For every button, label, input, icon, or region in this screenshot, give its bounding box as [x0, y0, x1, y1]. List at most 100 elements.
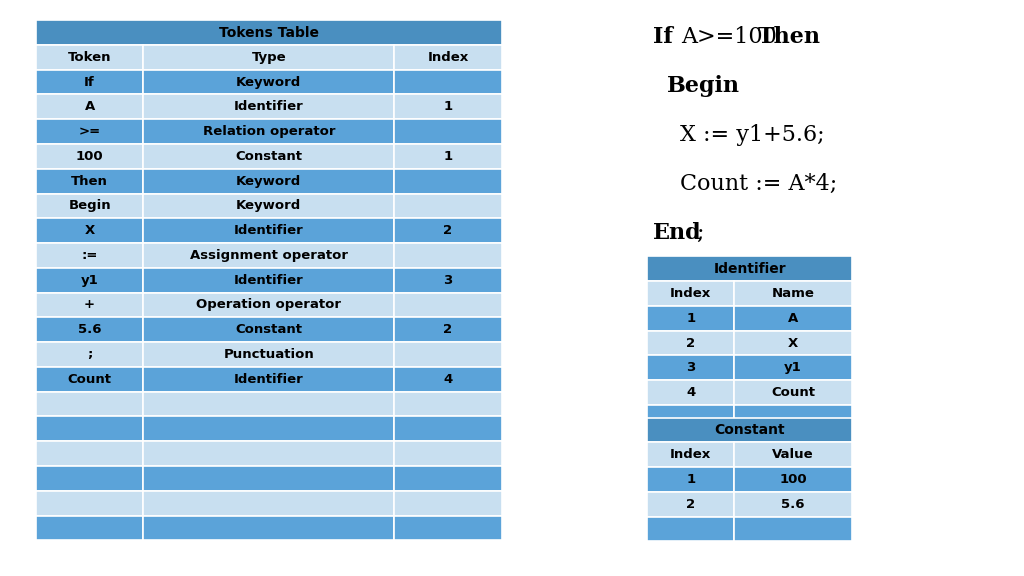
- Text: Identifier: Identifier: [233, 274, 304, 287]
- Text: ;: ;: [87, 348, 92, 361]
- Text: 100: 100: [76, 150, 103, 163]
- Bar: [36, 194, 143, 218]
- Bar: [647, 442, 734, 467]
- Text: 2: 2: [686, 336, 695, 350]
- Text: A: A: [84, 100, 95, 113]
- Text: 4: 4: [686, 386, 695, 399]
- Text: Token: Token: [68, 51, 112, 64]
- Bar: [647, 331, 734, 355]
- Text: 3: 3: [443, 274, 453, 287]
- Bar: [36, 169, 143, 194]
- Bar: [143, 317, 394, 342]
- Bar: [647, 467, 734, 492]
- Text: Constant: Constant: [236, 150, 302, 163]
- Text: Keyword: Keyword: [237, 75, 301, 89]
- Text: >=: >=: [79, 125, 100, 138]
- Bar: [36, 367, 143, 392]
- Bar: [394, 218, 502, 243]
- Bar: [734, 467, 852, 492]
- Text: Count: Count: [68, 373, 112, 386]
- Text: Identifier: Identifier: [233, 373, 304, 386]
- Bar: [734, 355, 852, 380]
- Bar: [394, 243, 502, 268]
- Bar: [36, 516, 143, 540]
- Bar: [734, 517, 852, 541]
- Bar: [36, 416, 143, 441]
- Bar: [143, 268, 394, 293]
- Text: Assignment operator: Assignment operator: [189, 249, 348, 262]
- Bar: [36, 342, 143, 367]
- Bar: [394, 119, 502, 144]
- Text: 100: 100: [779, 473, 807, 486]
- Bar: [734, 380, 852, 405]
- Bar: [36, 94, 143, 119]
- Bar: [394, 342, 502, 367]
- Bar: [36, 491, 143, 516]
- Bar: [734, 331, 852, 355]
- Bar: [36, 268, 143, 293]
- Text: Type: Type: [252, 51, 286, 64]
- Bar: [394, 317, 502, 342]
- Text: X := y1+5.6;: X := y1+5.6;: [680, 124, 824, 146]
- Text: y1: y1: [784, 361, 802, 374]
- Bar: [734, 306, 852, 331]
- Text: 1: 1: [686, 312, 695, 325]
- Bar: [647, 355, 734, 380]
- Text: A: A: [787, 312, 799, 325]
- Text: Operation operator: Operation operator: [197, 298, 341, 312]
- Text: Identifier: Identifier: [714, 262, 785, 276]
- Bar: [36, 317, 143, 342]
- Bar: [647, 492, 734, 517]
- Text: 4: 4: [443, 373, 453, 386]
- Text: Identifier: Identifier: [233, 100, 304, 113]
- Bar: [734, 442, 852, 467]
- Bar: [143, 342, 394, 367]
- Text: Then: Then: [71, 175, 109, 188]
- Text: Punctuation: Punctuation: [223, 348, 314, 361]
- Bar: [394, 491, 502, 516]
- Bar: [143, 144, 394, 169]
- Text: Constant: Constant: [236, 323, 302, 336]
- Bar: [36, 20, 502, 45]
- Bar: [36, 392, 143, 416]
- Bar: [394, 45, 502, 70]
- Bar: [36, 45, 143, 70]
- Text: A>=100: A>=100: [681, 26, 784, 48]
- Text: Index: Index: [670, 287, 712, 300]
- Bar: [36, 70, 143, 94]
- Text: 2: 2: [443, 224, 453, 237]
- Text: Keyword: Keyword: [237, 175, 301, 188]
- Text: Begin: Begin: [667, 75, 739, 97]
- Text: +: +: [84, 298, 95, 312]
- Text: 2: 2: [686, 498, 695, 511]
- Bar: [143, 194, 394, 218]
- Text: Keyword: Keyword: [237, 199, 301, 213]
- Bar: [143, 119, 394, 144]
- Text: Name: Name: [772, 287, 814, 300]
- Bar: [394, 169, 502, 194]
- Bar: [143, 392, 394, 416]
- Bar: [36, 218, 143, 243]
- Bar: [36, 466, 143, 491]
- Bar: [647, 306, 734, 331]
- Bar: [143, 243, 394, 268]
- Bar: [143, 466, 394, 491]
- Bar: [394, 466, 502, 491]
- Bar: [36, 441, 143, 466]
- Bar: [647, 405, 734, 430]
- Bar: [143, 218, 394, 243]
- Bar: [394, 70, 502, 94]
- Text: Value: Value: [772, 448, 814, 461]
- Bar: [36, 293, 143, 317]
- Text: Begin: Begin: [69, 199, 111, 213]
- Bar: [143, 367, 394, 392]
- Text: 1: 1: [443, 150, 453, 163]
- Text: If: If: [84, 75, 95, 89]
- Bar: [394, 516, 502, 540]
- Bar: [143, 491, 394, 516]
- Bar: [143, 45, 394, 70]
- Bar: [143, 293, 394, 317]
- Text: Index: Index: [670, 448, 712, 461]
- Text: X: X: [787, 336, 799, 350]
- Bar: [734, 492, 852, 517]
